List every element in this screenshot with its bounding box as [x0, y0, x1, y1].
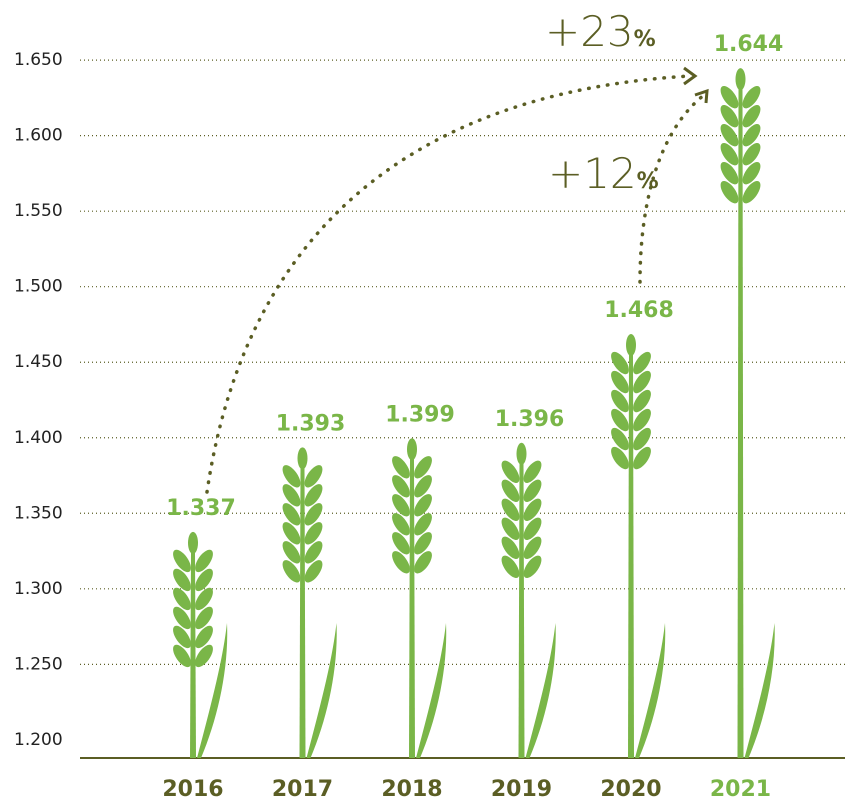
kernel	[301, 519, 326, 547]
y-tick-label: 1.650	[14, 50, 63, 70]
y-tick-label: 1.450	[14, 352, 63, 372]
kernel	[298, 447, 308, 469]
kernel	[279, 519, 304, 547]
value-label: 1.468	[604, 298, 674, 323]
kernel	[717, 102, 742, 130]
value-label: 1.399	[385, 402, 455, 427]
annotation: +23%	[545, 7, 656, 56]
kernel	[498, 477, 523, 505]
wheat	[170, 532, 228, 758]
kernel	[170, 566, 195, 594]
kernel	[739, 140, 764, 168]
kernel	[279, 481, 304, 509]
y-tick-label: 1.600	[14, 126, 63, 146]
kernel	[717, 159, 742, 187]
side-leaf	[635, 623, 665, 758]
value-label: 1.396	[495, 407, 565, 432]
arrowhead	[684, 68, 695, 84]
kernel	[188, 532, 198, 554]
kernel	[389, 510, 414, 538]
stem	[519, 444, 525, 758]
kernel	[520, 515, 545, 543]
kernel	[192, 566, 217, 594]
value-label: 1.393	[276, 411, 346, 436]
stem	[409, 439, 415, 758]
y-tick-label: 1.200	[14, 730, 63, 750]
kernel	[608, 406, 633, 434]
kernel	[411, 472, 436, 500]
side-leaf	[526, 623, 556, 758]
wheat	[608, 334, 666, 758]
kernel	[520, 534, 545, 562]
kernel	[498, 515, 523, 543]
kernel	[411, 510, 436, 538]
kernel	[301, 500, 326, 528]
kernel	[608, 387, 633, 415]
stem	[628, 335, 634, 758]
kernel	[608, 368, 633, 396]
annotation-suffix: %	[637, 169, 659, 194]
side-leaf	[307, 623, 337, 758]
x-tick-label: 2020	[600, 777, 661, 802]
kernel	[608, 444, 633, 472]
y-tick-label: 1.350	[14, 503, 63, 523]
kernel	[301, 538, 326, 566]
value-label: 1.644	[714, 32, 784, 57]
x-tick-label: 2017	[272, 777, 333, 802]
kernel	[517, 443, 527, 465]
annotation-text: +12	[548, 149, 637, 198]
kernel	[407, 438, 417, 460]
x-tick-label: 2019	[491, 777, 552, 802]
side-leaf	[416, 623, 446, 758]
value-label: 1.337	[166, 496, 236, 521]
y-tick-label: 1.500	[14, 277, 63, 297]
annotation: +12%	[548, 149, 659, 198]
annotation-text: +23	[545, 7, 634, 56]
kernel	[736, 68, 746, 90]
x-tick-label: 2018	[381, 777, 442, 802]
kernel	[630, 368, 655, 396]
y-tick-label: 1.550	[14, 201, 63, 221]
kernel	[498, 496, 523, 524]
kernel	[411, 491, 436, 519]
y-tick-label: 1.250	[14, 654, 63, 674]
wheat	[279, 447, 337, 758]
y-tick-label: 1.400	[14, 428, 63, 448]
kernel	[301, 481, 326, 509]
chart: +23% +12% 1.200 1.250 1.300 1.350 1.400 1.450…	[0, 0, 845, 806]
kernel	[170, 585, 195, 613]
kernel	[608, 425, 633, 453]
kernel	[411, 529, 436, 557]
kernel	[717, 178, 742, 206]
kernel	[389, 529, 414, 557]
side-leaf	[745, 623, 775, 758]
kernel	[520, 477, 545, 505]
kernel	[630, 444, 655, 472]
kernel	[739, 102, 764, 130]
kernel	[279, 500, 304, 528]
kernel	[626, 334, 636, 356]
kernel	[389, 491, 414, 519]
annotation-suffix: %	[634, 27, 656, 52]
kernel	[717, 140, 742, 168]
kernel	[498, 534, 523, 562]
stem	[300, 448, 306, 758]
wheat	[717, 68, 775, 758]
kernel	[520, 496, 545, 524]
kernel	[630, 425, 655, 453]
kernel	[630, 406, 655, 434]
wheat	[389, 438, 447, 758]
stem	[738, 69, 744, 758]
wheat	[498, 443, 556, 758]
kernel	[389, 472, 414, 500]
kernel	[739, 159, 764, 187]
kernel	[739, 178, 764, 206]
kernel	[630, 387, 655, 415]
x-tick-label: 2016	[162, 777, 223, 802]
kernel	[279, 538, 304, 566]
y-tick-label: 1.300	[14, 579, 63, 599]
stem	[190, 533, 196, 758]
x-tick-label: 2021	[710, 777, 771, 802]
